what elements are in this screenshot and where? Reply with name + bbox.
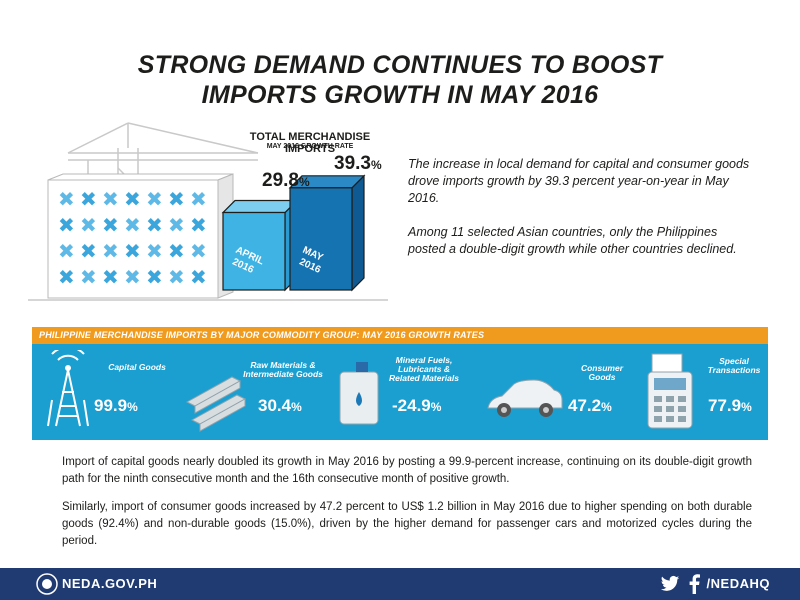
commodity-value: 47.2% [568, 396, 612, 415]
container-x-mark: ✖ [124, 213, 141, 237]
container-x-mark: ✖ [168, 187, 185, 211]
container-x-mark: ✖ [80, 239, 97, 263]
fuel-jug-icon [339, 362, 379, 425]
neda-seal-icon [36, 573, 58, 595]
card-terminal-icon [647, 353, 693, 429]
container-x-mark: ✖ [58, 239, 75, 263]
body-paragraph-2: Similarly, import of consumer goods incr… [62, 501, 752, 547]
container-x-mark: ✖ [168, 213, 185, 237]
container-x-mark: ✖ [80, 187, 97, 211]
facebook-icon[interactable] [688, 574, 700, 594]
container-x-mark: ✖ [190, 187, 207, 211]
container-x-mark: ✖ [58, 213, 75, 237]
container-x-mark: ✖ [168, 265, 185, 289]
container-x-mark: ✖ [146, 213, 163, 237]
intro-text: The increase in local demand for capital… [408, 156, 758, 275]
commodity-label: Capital Goods [108, 362, 166, 372]
commodity-special-transactions: Special Transactions 77.9% [630, 344, 768, 440]
commodity-label: Raw Materials & Intermediate Goods [243, 360, 323, 379]
commodity-value: -24.9% [392, 396, 442, 415]
commodity-label: Consumer Goods [580, 363, 624, 382]
hero-heading: TOTAL MERCHANDISE IMPORTS [249, 131, 371, 155]
footer-social-handle[interactable]: /NEDAHQ [706, 576, 770, 591]
title-line-2: IMPORTS GROWTH IN MAY 2016 [201, 81, 599, 109]
intro-paragraph-1: The increase in local demand for capital… [408, 157, 750, 205]
container-x-mark: ✖ [168, 239, 185, 263]
commodity-value: 30.4% [258, 396, 302, 415]
container-x-mark: ✖ [102, 187, 119, 211]
container-x-mark: ✖ [146, 265, 163, 289]
commodity-raw-materials: Raw Materials & Intermediate Goods 30.4% [180, 344, 330, 440]
container-x-mark: ✖ [124, 265, 141, 289]
container-x-mark: ✖ [102, 213, 119, 237]
bar-side [351, 174, 365, 292]
commodity-label: Mineral Fuels, Lubricants & Related Mate… [389, 355, 459, 383]
container-x-mark: ✖ [190, 239, 207, 263]
commodity-mineral-fuels: Mineral Fuels, Lubricants & Related Mate… [330, 344, 480, 440]
title-line-1: STRONG DEMAND CONTINUES TO BOOST [137, 51, 663, 79]
container-x-mark: ✖ [190, 265, 207, 289]
steel-beams-icon [185, 376, 247, 432]
container-x-mark: ✖ [146, 239, 163, 263]
car-icon [487, 379, 563, 417]
container-x-mark: ✖ [146, 187, 163, 211]
commodity-consumer-goods: Consumer Goods 47.2% [480, 344, 630, 440]
container-x-marks: ✖ ✖ ✖ ✖ ✖ ✖ ✖✖ ✖ ✖ ✖ ✖ ✖ ✖✖ ✖ ✖ ✖ ✖ ✖ ✖✖ ✖ ✖ ✖ ✖ ✖ ✖ [58, 187, 207, 289]
hero-subheading: MAY 2016 GROWTH RATE [266, 143, 354, 150]
body-text: Import of capital goods nearly doubled i… [62, 454, 752, 561]
crane-containers-illustration: ✖ ✖ ✖ ✖ ✖ ✖ ✖✖ ✖ ✖ ✖ ✖ ✖ ✖✖ ✖ ✖ ✖ ✖ ✖ ✖✖ ✖ ✖ ✖ ✖ ✖ ✖ APRIL2016MA… [28, 122, 388, 301]
container-x-mark: ✖ [80, 265, 97, 289]
container-x-mark: ✖ [102, 265, 119, 289]
bar-april [222, 211, 286, 291]
page-title: STRONG DEMAND CONTINUES TO BOOST IMPORTS… [0, 50, 800, 110]
bar-may [289, 187, 353, 291]
twitter-icon[interactable] [660, 575, 680, 593]
commodity-panel: PHILIPPINE MERCHANDISE IMPORTS BY MAJOR … [32, 327, 768, 440]
commodity-label: Special Transactions [707, 356, 761, 375]
commodity-value: 99.9% [94, 396, 138, 415]
commodity-capital-goods: Capital Goods 99.9% [32, 344, 180, 440]
container-x-mark: ✖ [58, 265, 75, 289]
body-paragraph-1: Import of capital goods nearly doubled i… [62, 456, 752, 485]
container-x-mark: ✖ [190, 213, 207, 237]
commodity-value: 77.9% [708, 396, 752, 415]
bar-top [221, 199, 299, 214]
footer-site-link[interactable]: NEDA.GOV.PH [62, 576, 158, 591]
container-x-mark: ✖ [80, 213, 97, 237]
tower-icon [47, 350, 89, 427]
commodity-header: PHILIPPINE MERCHANDISE IMPORTS BY MAJOR … [32, 327, 768, 344]
container-x-mark: ✖ [124, 239, 141, 263]
container-x-mark: ✖ [102, 239, 119, 263]
bar-value-label-april: 29.8% [262, 170, 310, 191]
hero-illustration: ✖ ✖ ✖ ✖ ✖ ✖ ✖ ✖ ✖ ✖ ✖ ✖ ✖ ✖ ✖ ✖ ✖ ✖ ✖ ✖ ✖ ✖ ✖ ✖ ✖ ✖ ✖ ✖ APRIL2016 MA… [28, 118, 388, 308]
footer-bar: NEDA.GOV.PH /NEDAHQ [0, 568, 800, 600]
container-x-mark: ✖ [124, 187, 141, 211]
intro-paragraph-2: Among 11 selected Asian countries, only … [408, 225, 737, 256]
bar-value-label-may: 39.3% [334, 153, 382, 174]
container-x-mark: ✖ [58, 187, 75, 211]
